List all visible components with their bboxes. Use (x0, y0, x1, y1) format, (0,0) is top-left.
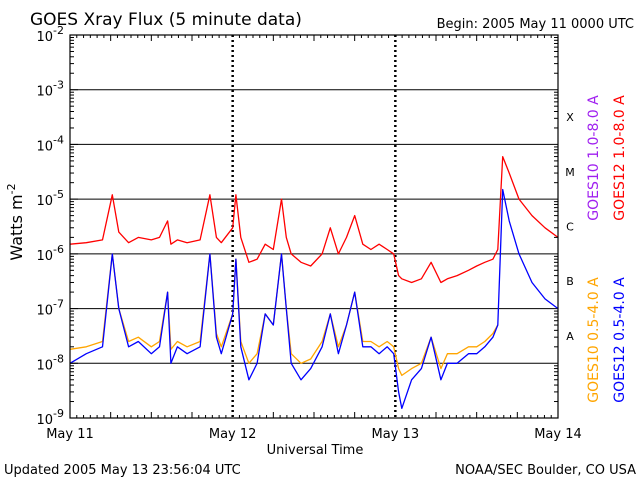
x-tick-label: May 14 (534, 427, 582, 442)
flare-class-label: C (566, 221, 574, 234)
gridlines (70, 89, 558, 364)
y-tick-label: 10-5 (36, 188, 64, 209)
flare-class-label: X (566, 111, 574, 124)
x-axis-label: Universal Time (267, 443, 364, 458)
flare-class-label: M (565, 166, 575, 179)
y-tick-label: 10-8 (36, 352, 64, 373)
footer-updated: Updated 2005 May 13 23:56:04 UTC (4, 463, 241, 478)
y-axis-label-base: Watts m (7, 194, 26, 260)
flare-class-label: A (566, 330, 574, 343)
series-layer (69, 155, 559, 410)
y-axis-label: Watts m-2 (5, 183, 26, 260)
y-ticks: 10-9 10-8 10-7 10-6 10-5 10-4 10-3 10-2 (36, 24, 558, 428)
x-tick-label: May 13 (372, 427, 420, 442)
y-tick-label: 10-4 (36, 133, 64, 154)
flare-class-labels: A B C M X (565, 111, 575, 343)
y-tick-label: 10-7 (36, 298, 64, 319)
y-tick-label: 10-9 (36, 407, 64, 428)
chart-title: GOES Xray Flux (5 minute data) (30, 10, 302, 30)
series-line-goes12-0-5-4-0-a (69, 188, 559, 410)
flare-class-label: B (566, 275, 574, 288)
legend-goes10-long: GOES10 1.0-8.0 A (586, 95, 602, 221)
legend-goes12-long: GOES12 1.0-8.0 A (612, 95, 628, 221)
y-tick-label: 10-3 (36, 79, 64, 100)
footer-source: NOAA/SEC Boulder, CO USA (455, 463, 636, 478)
begin-label: Begin: 2005 May 11 0000 UTC (437, 17, 634, 32)
series-line-goes12-1-0-8-0-a (69, 155, 559, 284)
legend-goes12-short: GOES12 0.5-4.0 A (612, 277, 628, 403)
x-tick-label: May 11 (46, 427, 94, 442)
x-tick-label: May 12 (209, 427, 257, 442)
y-tick-label: 10-2 (36, 24, 64, 45)
x-ticks: May 11 May 12 May 13 May 14 (46, 35, 582, 442)
y-tick-label: 10-6 (36, 243, 64, 264)
y-axis-label-exp: -2 (5, 183, 18, 194)
legend-goes10-short: GOES10 0.5-4.0 A (586, 277, 602, 403)
